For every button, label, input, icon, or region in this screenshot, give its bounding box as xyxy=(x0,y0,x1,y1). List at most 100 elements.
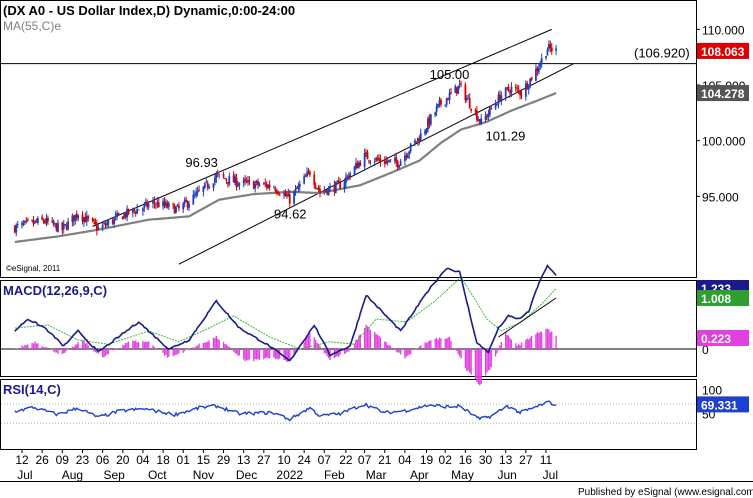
candle-body xyxy=(480,118,483,124)
price-annotation: (106.920) xyxy=(634,46,690,61)
candle xyxy=(121,216,124,220)
candle xyxy=(111,218,114,225)
macd-trendline xyxy=(498,297,557,338)
candle-body xyxy=(406,154,409,159)
candle xyxy=(95,219,98,236)
candle-body xyxy=(267,185,270,189)
candle-body xyxy=(389,159,392,161)
candle-body xyxy=(275,190,278,193)
candle xyxy=(437,103,439,109)
candle-body xyxy=(84,216,87,223)
candle xyxy=(303,173,306,185)
candle xyxy=(549,40,552,53)
candle xyxy=(54,222,57,228)
candle-body xyxy=(222,174,225,177)
candle xyxy=(21,220,23,229)
candle xyxy=(131,207,134,218)
candle xyxy=(376,154,379,162)
candle-body xyxy=(296,187,298,189)
candle xyxy=(429,113,432,127)
candle xyxy=(363,148,366,171)
candle xyxy=(284,189,287,197)
candle-body xyxy=(234,176,236,184)
candle xyxy=(445,97,448,108)
month-label: Mar xyxy=(366,468,387,482)
candle-body xyxy=(297,185,300,189)
candle xyxy=(186,200,189,210)
candle xyxy=(319,184,321,198)
candle xyxy=(555,45,557,55)
candle xyxy=(178,202,180,212)
rsi-panel xyxy=(0,379,697,450)
month-label: Apr xyxy=(410,468,429,482)
candle xyxy=(15,223,18,237)
candle xyxy=(153,196,156,209)
candle xyxy=(438,96,441,108)
candle-body xyxy=(152,201,154,204)
candle-body xyxy=(173,205,176,214)
candle xyxy=(51,216,54,224)
candle xyxy=(537,63,540,75)
candle xyxy=(214,174,216,186)
candle-body xyxy=(107,220,110,225)
candle-body xyxy=(444,104,447,106)
candle-body xyxy=(429,114,432,125)
candle-body xyxy=(298,183,301,187)
candle xyxy=(81,211,84,225)
candle-body xyxy=(545,56,547,58)
candle xyxy=(317,185,320,193)
candle-body xyxy=(425,128,428,132)
candle xyxy=(172,202,175,209)
candle xyxy=(47,215,49,225)
candle-body xyxy=(65,225,68,230)
candle-body xyxy=(64,224,67,225)
candle xyxy=(196,186,199,197)
candle-body xyxy=(262,183,265,185)
date-tick-label: 02 xyxy=(439,453,453,467)
candle xyxy=(55,222,58,232)
candle xyxy=(245,177,248,184)
candle xyxy=(404,151,406,166)
candle xyxy=(535,64,537,82)
candle-body xyxy=(258,184,261,186)
candle-body xyxy=(375,157,378,161)
candle xyxy=(424,128,426,136)
candle-body xyxy=(507,87,510,91)
candle xyxy=(104,220,107,228)
candle xyxy=(42,218,45,224)
candle-body xyxy=(337,180,340,183)
candle-body xyxy=(494,104,497,109)
candle xyxy=(62,219,65,234)
candle xyxy=(143,201,146,212)
candle-body xyxy=(175,206,177,213)
candle-body xyxy=(385,160,388,164)
candle-body xyxy=(26,219,29,221)
candle-body xyxy=(103,222,105,224)
candle xyxy=(529,78,532,89)
candle xyxy=(91,217,94,223)
candle xyxy=(353,165,356,176)
candle xyxy=(44,218,46,225)
candle-body xyxy=(284,192,287,197)
candle-body xyxy=(244,178,247,181)
candle-body xyxy=(146,201,149,208)
candle-body xyxy=(307,170,310,172)
candle-body xyxy=(530,77,533,81)
candle xyxy=(477,116,480,122)
candle xyxy=(65,222,68,231)
candle-body xyxy=(438,100,441,104)
candle xyxy=(365,149,367,157)
candle xyxy=(228,172,231,187)
candle xyxy=(474,108,477,116)
candle-body xyxy=(349,173,352,178)
macd-plot xyxy=(1,264,696,386)
candle xyxy=(117,212,120,217)
candle xyxy=(345,172,347,189)
candle xyxy=(356,160,359,169)
candle-body xyxy=(304,176,307,177)
candle xyxy=(337,176,340,183)
candle-body xyxy=(188,203,190,208)
candle xyxy=(369,159,372,166)
candle-body xyxy=(445,98,448,105)
candle xyxy=(547,40,550,52)
